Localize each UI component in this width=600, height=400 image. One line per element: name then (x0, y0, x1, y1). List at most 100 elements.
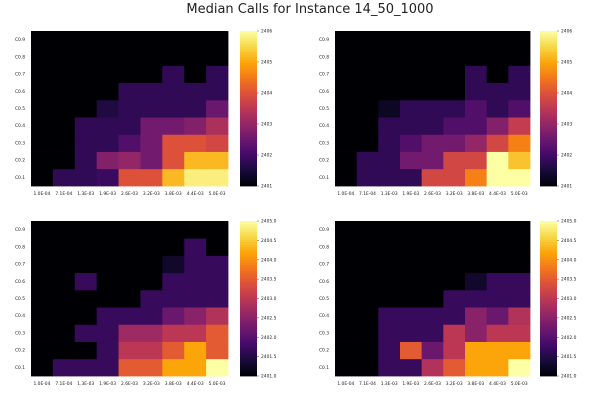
colorbar-segment (540, 183, 557, 187)
heatmap-cell (74, 82, 98, 101)
heatmap-cell (378, 272, 401, 291)
heatmap-cell (184, 238, 207, 256)
x-tick-label: 7.1E-04 (359, 381, 376, 387)
heatmap-cell (96, 272, 119, 291)
heatmap-cell (378, 307, 401, 325)
colorbar-segment (540, 252, 557, 255)
heatmap-cell (31, 289, 54, 308)
colorbar-segment (240, 277, 257, 281)
colorbar-segment (540, 314, 557, 317)
colorbar-segment (540, 43, 557, 47)
colorbar-segment (540, 157, 557, 161)
heatmap-cell (74, 324, 98, 342)
heatmap-cell (465, 117, 488, 135)
colorbar-tick-label: 2401 (561, 184, 572, 190)
x-tick-label: 1.3E-03 (381, 191, 398, 197)
heatmap-cell (508, 82, 531, 101)
colorbar-segment (540, 228, 557, 232)
heatmap-cell (206, 117, 229, 135)
colorbar-segment (540, 144, 557, 148)
heatmap-cell (184, 117, 207, 135)
colorbar-segment (540, 90, 557, 94)
colorbar-segment (540, 223, 557, 227)
colorbar-segment (240, 246, 257, 250)
x-tick-label: 1.0E-04 (337, 191, 354, 197)
heatmap-cell (74, 48, 98, 66)
heatmap-cell (96, 99, 119, 118)
colorbar-segment (240, 311, 257, 315)
colorbar-segment (540, 308, 557, 312)
heatmap-cell (162, 65, 185, 84)
colorbar-segment (540, 134, 557, 138)
heatmap-cell (118, 255, 141, 274)
colorbar-segment (540, 178, 557, 182)
colorbar-segment (540, 262, 557, 266)
heatmap-cell (52, 341, 76, 360)
heatmap-cell (118, 134, 141, 152)
x-tick-label: 3.8E-03 (165, 381, 182, 387)
x-tick-label: 1.9E-03 (402, 191, 419, 197)
heatmap-cell (400, 324, 423, 342)
x-tick-label: 3.2E-03 (143, 191, 160, 197)
heatmap-cell (356, 324, 379, 342)
heatmap-cell (443, 289, 466, 308)
colorbar-segment (540, 254, 557, 258)
colorbar-segment (240, 272, 257, 276)
colorbar-segment (540, 368, 557, 372)
heatmap-cell (206, 99, 229, 118)
colorbar-segment (240, 111, 257, 115)
heatmap-cell (400, 358, 423, 377)
colorbar-segment (540, 74, 557, 78)
heatmap-cell (118, 99, 141, 118)
colorbar-segment (540, 59, 557, 63)
heatmap-panel-1: 1.0E-04 7.1E-04 1.3E-03 1.9E-03 2.6E-03 3.2E-… (15, 29, 272, 198)
heatmap-cell (335, 307, 358, 325)
colorbar-segment (240, 167, 257, 171)
x-tick-label: 1.3E-03 (77, 191, 94, 197)
colorbar-segment (540, 167, 557, 171)
heatmap-cell (31, 324, 54, 342)
colorbar-segment (540, 142, 557, 146)
colorbar-tick-label: 2403.0 (261, 296, 277, 302)
heatmap-cell (184, 99, 207, 118)
heatmap-cell (486, 117, 509, 135)
colorbar-segment (240, 129, 257, 133)
heatmap-cell (52, 168, 76, 187)
heatmap-cell (356, 289, 379, 308)
heatmap-cell (184, 341, 207, 360)
heatmap-cell (335, 289, 358, 308)
colorbar-segment (240, 324, 257, 328)
heatmap-cell (31, 31, 54, 49)
colorbar-segment (540, 329, 557, 333)
heatmap-cell (52, 99, 76, 118)
colorbar-segment (540, 352, 557, 356)
colorbar-segment (240, 100, 257, 104)
colorbar-segment (240, 105, 257, 109)
heatmap-cell (443, 31, 466, 49)
colorbar-segment (540, 337, 557, 341)
heatmap-cell (508, 238, 531, 256)
y-tick-label: C0.8 (15, 244, 25, 250)
y-tick-label: C0.5 (319, 106, 329, 112)
colorbar-segment (240, 124, 257, 127)
colorbar-segment (540, 311, 557, 315)
colorbar-segment (240, 165, 257, 169)
heatmap-cell (378, 82, 401, 101)
colorbar-segment (240, 337, 257, 341)
y-tick-label: C0.3 (319, 140, 329, 146)
colorbar-segment (540, 64, 557, 68)
heatmap-cell (443, 168, 466, 187)
colorbar-segment (240, 264, 257, 268)
y-tick-label: C0.7 (319, 72, 329, 78)
colorbar-segment (240, 332, 257, 336)
colorbar-segment (540, 357, 557, 361)
colorbar-segment (540, 301, 557, 305)
colorbar-segment (240, 175, 257, 179)
y-tick-label: C0.6 (15, 89, 25, 95)
heatmap-cell (206, 168, 229, 187)
y-tick-label: C0.7 (319, 262, 329, 268)
heatmap-cell (162, 48, 185, 66)
x-tick-label: 3.8E-03 (165, 191, 182, 197)
colorbar-tick-label: 2402.5 (261, 315, 277, 321)
heatmap-cell (486, 99, 509, 118)
